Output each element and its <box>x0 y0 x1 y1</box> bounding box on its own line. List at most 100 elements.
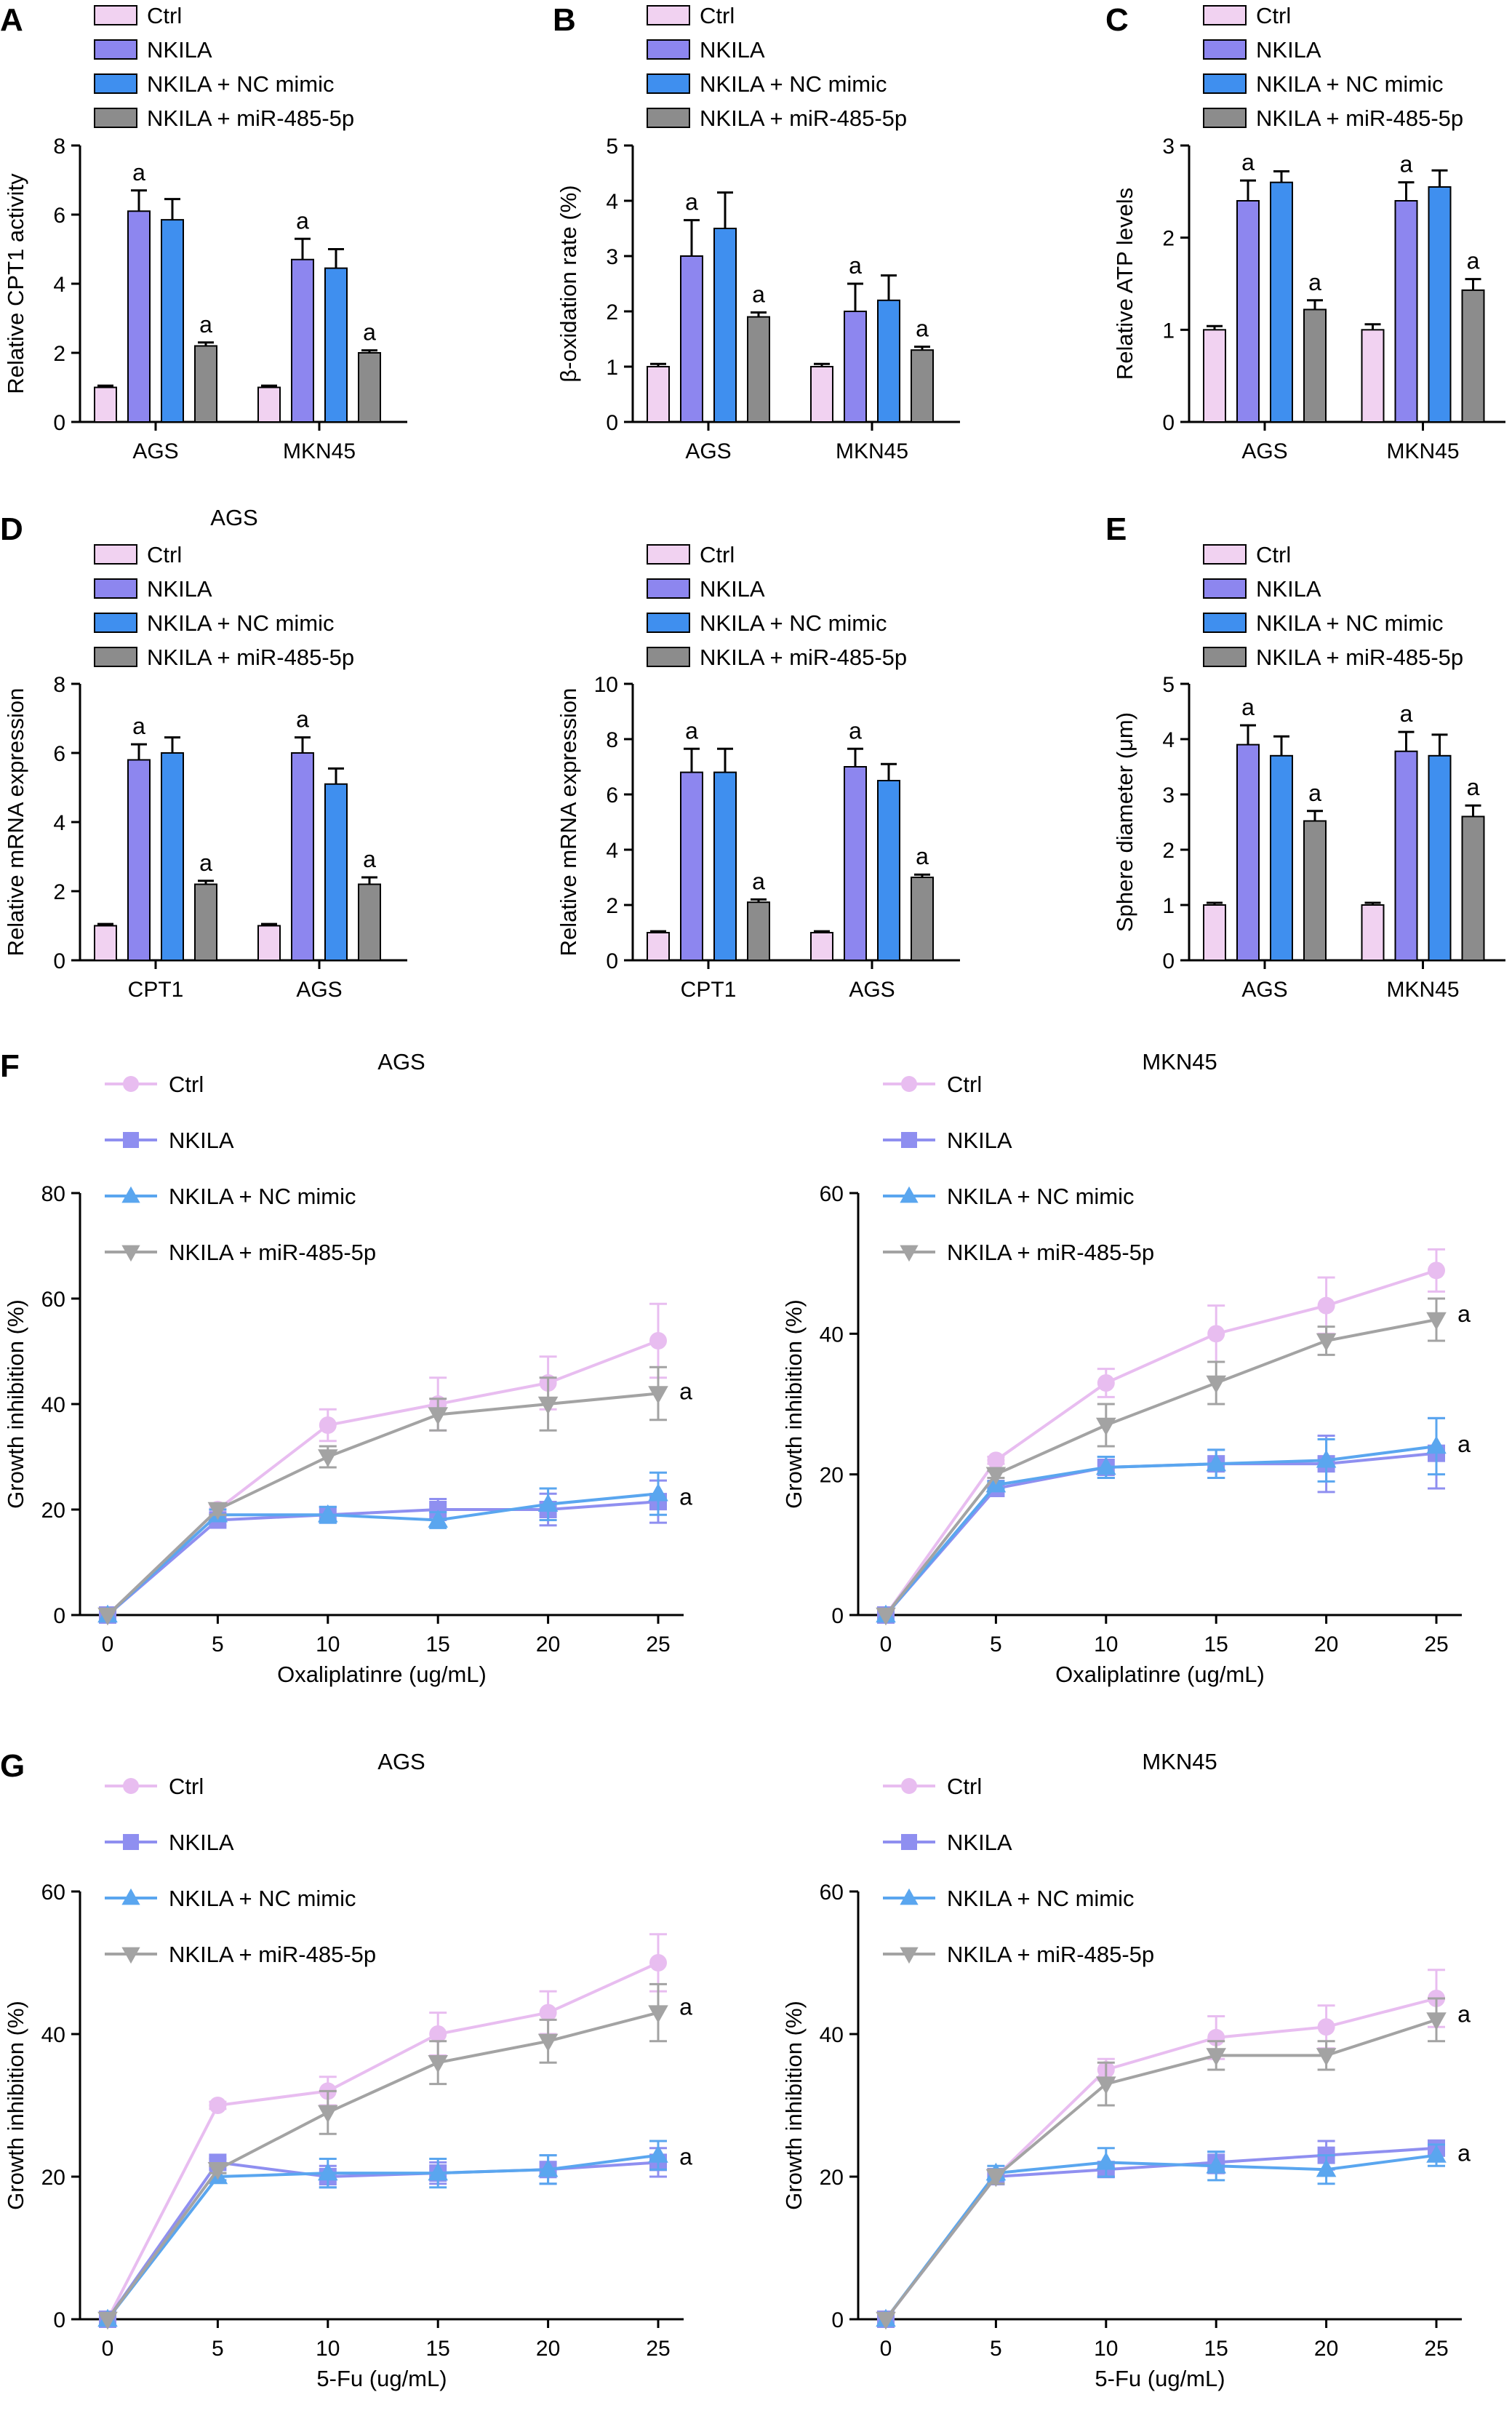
x-tick-label: 5 <box>212 1632 224 1656</box>
panel-letter: E <box>1105 511 1127 547</box>
legend-label: NKILA <box>947 1128 1012 1153</box>
legend-label: Ctrl <box>1256 3 1291 28</box>
significance-label: a <box>132 713 145 739</box>
y-tick-label: 8 <box>606 728 618 752</box>
significance-label: a <box>199 311 212 338</box>
legend-label: NKILA + miR-485-5p <box>700 105 907 131</box>
y-tick-label: 0 <box>53 411 65 435</box>
legend-swatch <box>94 647 137 667</box>
legend-label: NKILA + miR-485-5p <box>947 1942 1154 1967</box>
series-3 <box>876 1997 1447 2330</box>
significance-label: a <box>1457 2140 1471 2166</box>
legend-label: NKILA + NC mimic <box>169 1886 356 1911</box>
x-tick-label: 25 <box>646 2337 670 2361</box>
bar <box>1394 200 1418 423</box>
series-line <box>884 1451 1437 1616</box>
bar <box>127 210 151 423</box>
x-tick-label: 10 <box>1094 2337 1118 2361</box>
data-point <box>207 2162 228 2180</box>
bar <box>1461 816 1485 962</box>
legend-label: NKILA <box>700 576 765 602</box>
data-point <box>1426 1435 1447 1454</box>
significance-label: a <box>685 717 698 743</box>
series-3 <box>876 1297 1447 1626</box>
legend-marker <box>900 1186 919 1203</box>
bar <box>647 932 670 961</box>
x-tick-label: 25 <box>646 1632 670 1656</box>
y-tick-label: 2 <box>1162 839 1175 863</box>
legend-swatch <box>1203 647 1247 667</box>
legend-label: NKILA <box>700 37 765 63</box>
data-point <box>648 2145 668 2163</box>
y-axis-label: Sphere diameter (μm) <box>1112 712 1137 932</box>
y-tick-label: 10 <box>594 673 618 697</box>
y-tick-label: 1 <box>1162 894 1175 918</box>
data-point <box>876 1607 896 1626</box>
y-tick-label: 60 <box>41 1881 65 1905</box>
series-1 <box>877 1416 1445 1624</box>
legend-marker <box>123 1076 139 1092</box>
significance-label: a <box>1308 780 1321 806</box>
bar <box>291 258 314 423</box>
bar <box>680 771 703 961</box>
y-tick-label: 20 <box>820 2166 844 2190</box>
x-tick-label: 15 <box>1204 2337 1228 2361</box>
significance-label: a <box>679 1994 692 2020</box>
panel-letter: D <box>0 511 23 547</box>
y-tick-label: 60 <box>41 1288 65 1312</box>
y-axis-label: Relative CPT1 activity <box>3 173 28 394</box>
bar <box>844 766 867 961</box>
x-tick-label: 0 <box>102 2337 114 2361</box>
data-point <box>537 2033 559 2052</box>
data-point <box>428 2055 448 2073</box>
significance-label: a <box>752 282 765 308</box>
y-tick-label: 8 <box>53 673 65 697</box>
x-tick-label: 20 <box>536 1632 560 1656</box>
bar <box>1203 329 1226 423</box>
legend-marker <box>123 1132 139 1148</box>
legend-label: NKILA <box>947 1830 1012 1855</box>
y-tick-label: 0 <box>831 1604 844 1628</box>
significance-label: a <box>296 207 309 234</box>
data-point <box>1316 1333 1337 1352</box>
data-point <box>649 1332 667 1349</box>
x-axis-label: Oxaliplatinre (ug/mL) <box>1055 1662 1265 1687</box>
bar <box>161 219 184 423</box>
bar <box>1236 743 1260 961</box>
series-line <box>884 1445 1437 1616</box>
significance-label: a <box>916 316 929 342</box>
significance-label: a <box>1241 694 1255 720</box>
bar <box>1428 754 1452 962</box>
data-point <box>1096 1417 1116 1436</box>
series-2 <box>97 1471 668 1623</box>
legend-label: NKILA + miR-485-5p <box>169 1942 376 1967</box>
data-point <box>97 1607 118 1626</box>
y-tick-label: 80 <box>41 1182 65 1206</box>
legend-marker <box>901 1132 917 1148</box>
series-0 <box>877 1248 1445 1624</box>
x-tick-label: 10 <box>316 2337 340 2361</box>
data-point <box>1316 2158 1337 2177</box>
bar <box>1361 329 1385 423</box>
data-point <box>319 1416 337 1434</box>
data-point <box>1428 1261 1445 1280</box>
series-line <box>884 2146 1437 2321</box>
legend-label: NKILA + NC mimic <box>700 610 887 636</box>
data-point <box>537 2158 559 2177</box>
panel-letter: G <box>0 1748 25 1784</box>
legend-marker <box>900 1888 919 1905</box>
legend-marker <box>123 1778 139 1794</box>
y-tick-label: 20 <box>820 1464 844 1488</box>
bar <box>911 349 934 423</box>
bar <box>257 386 281 423</box>
y-axis-label: Growth inhibition (%) <box>3 1299 28 1509</box>
panel-letter: F <box>0 1048 20 1084</box>
y-tick-label: 6 <box>606 784 618 808</box>
bar <box>324 783 348 961</box>
bar <box>1394 750 1418 961</box>
bar <box>1361 904 1385 961</box>
legend-label: NKILA + NC mimic <box>1256 610 1444 636</box>
significance-label: a <box>1467 774 1480 800</box>
y-tick-label: 4 <box>1162 728 1175 752</box>
legend-swatch <box>94 613 137 633</box>
